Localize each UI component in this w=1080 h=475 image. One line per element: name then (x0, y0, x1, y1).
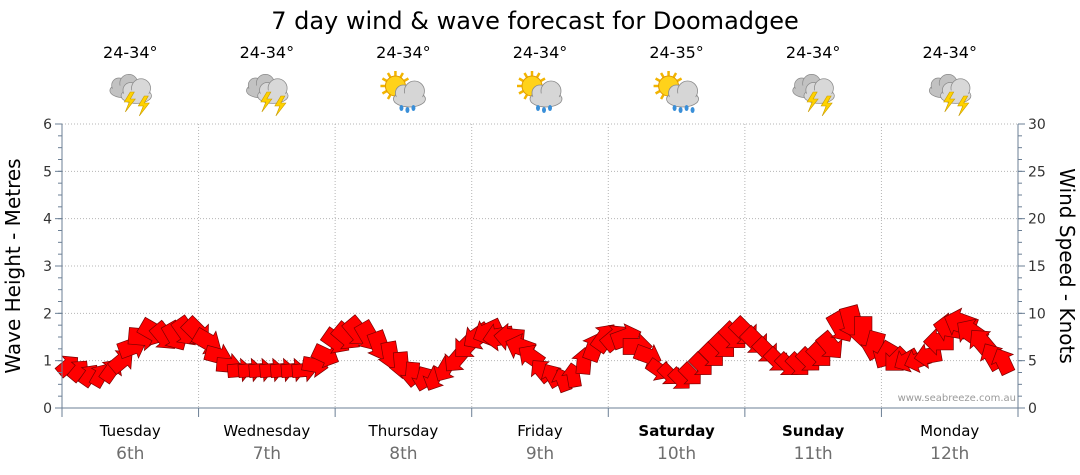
y-tick-left-label: 2 (43, 306, 52, 322)
y-tick-right-label: 30 (1028, 117, 1046, 133)
lightning-bolt (943, 91, 956, 113)
y-tick-left-label: 1 (43, 354, 52, 370)
day-temperature: 24-34° (103, 43, 158, 62)
sun-cloud-rain-icon (517, 71, 563, 113)
rain-drop (405, 107, 410, 113)
y-tick-right-label: 10 (1028, 306, 1046, 322)
y-tick-right-label: 20 (1028, 212, 1046, 228)
cloud-shape (393, 80, 426, 108)
day-temperature: 24-34° (513, 43, 568, 62)
y-tick-right-label: 15 (1028, 259, 1046, 275)
cloud-fill (532, 93, 560, 105)
lightning-bolt (274, 95, 287, 117)
wind-arrow (990, 348, 1016, 377)
day-date-label: 10th (657, 444, 696, 464)
day-name-label: Monday (920, 422, 979, 440)
rain-drop (548, 105, 552, 111)
y-tick-right-label: 0 (1028, 401, 1037, 417)
sun-cloud-rain-icon (380, 71, 426, 113)
day-date-label: 9th (526, 444, 554, 464)
lightning-bolt (137, 95, 150, 117)
lightning-bolt (123, 91, 136, 113)
day-name-label: Saturday (638, 422, 715, 440)
wind-arrow (310, 343, 339, 369)
y-tick-left-label: 6 (43, 117, 52, 133)
daily-forecast-header: 24-34° 24-34° 24-34° 24-34° 24-35° 24-34° 24-3… (103, 43, 977, 117)
cloud-shape (529, 80, 563, 108)
y-tick-left-label: 5 (43, 164, 52, 180)
storm-icon (792, 74, 835, 117)
sun-cloud-heavy-rain-icon (653, 71, 699, 113)
lightning-bolt (806, 91, 819, 113)
day-temperature: 24-34° (786, 43, 841, 62)
wind-arrows (54, 304, 1016, 394)
day-date-label: 11th (794, 444, 833, 464)
day-temperature: 24-34° (240, 43, 295, 62)
plot-axes: 0 01 52 103 154 205 256 30 (43, 117, 1046, 417)
y-tick-left-label: 3 (43, 259, 52, 275)
day-name-label: Thursday (368, 422, 439, 440)
rain-drop (399, 105, 404, 111)
y-axis-right-title: Wind Speed - Knots (1055, 168, 1079, 364)
day-labels: Tuesday 6th Wednesday 7th Thursday 8th Friday 9… (99, 422, 980, 464)
y-axis-left-title: Wave Height - Metres (1, 158, 25, 373)
lightning-bolt (260, 91, 273, 113)
credit-label: www.seabreeze.com.au (898, 393, 1016, 404)
day-temperature: 24-34° (376, 43, 431, 62)
chart-title: 7 day wind & wave forecast for Doomadgee (271, 7, 799, 35)
day-name-label: Tuesday (99, 422, 161, 440)
wind-arrow (814, 329, 843, 359)
y-tick-right-label: 25 (1028, 164, 1046, 180)
rain-drop (542, 107, 546, 113)
y-tick-left-label: 0 (43, 401, 52, 417)
cloud-shape (666, 80, 699, 108)
rain-drop (536, 105, 540, 111)
day-temperature: 24-34° (922, 43, 977, 62)
rain-drop (411, 105, 416, 111)
cloud-fill (395, 93, 424, 105)
storm-icon (246, 74, 289, 117)
y-tick-left-label: 4 (43, 212, 52, 228)
cloud-fill (668, 93, 697, 105)
rain-drop (672, 105, 677, 111)
day-date-label: 7th (253, 444, 281, 464)
storm-icon (928, 74, 972, 117)
storm-icon (109, 74, 152, 117)
day-date-label: 6th (116, 444, 144, 464)
day-name-label: Sunday (782, 422, 845, 440)
lightning-bolt (957, 95, 970, 117)
rain-drop (684, 105, 689, 111)
day-date-label: 8th (389, 444, 417, 464)
day-name-label: Friday (517, 422, 563, 440)
day-temperature: 24-35° (649, 43, 704, 62)
rain-drop (690, 107, 695, 113)
y-tick-right-label: 5 (1028, 354, 1037, 370)
day-name-label: Wednesday (223, 422, 310, 440)
rain-drop (678, 107, 683, 113)
lightning-bolt (820, 95, 833, 117)
day-date-label: 12th (930, 444, 969, 464)
